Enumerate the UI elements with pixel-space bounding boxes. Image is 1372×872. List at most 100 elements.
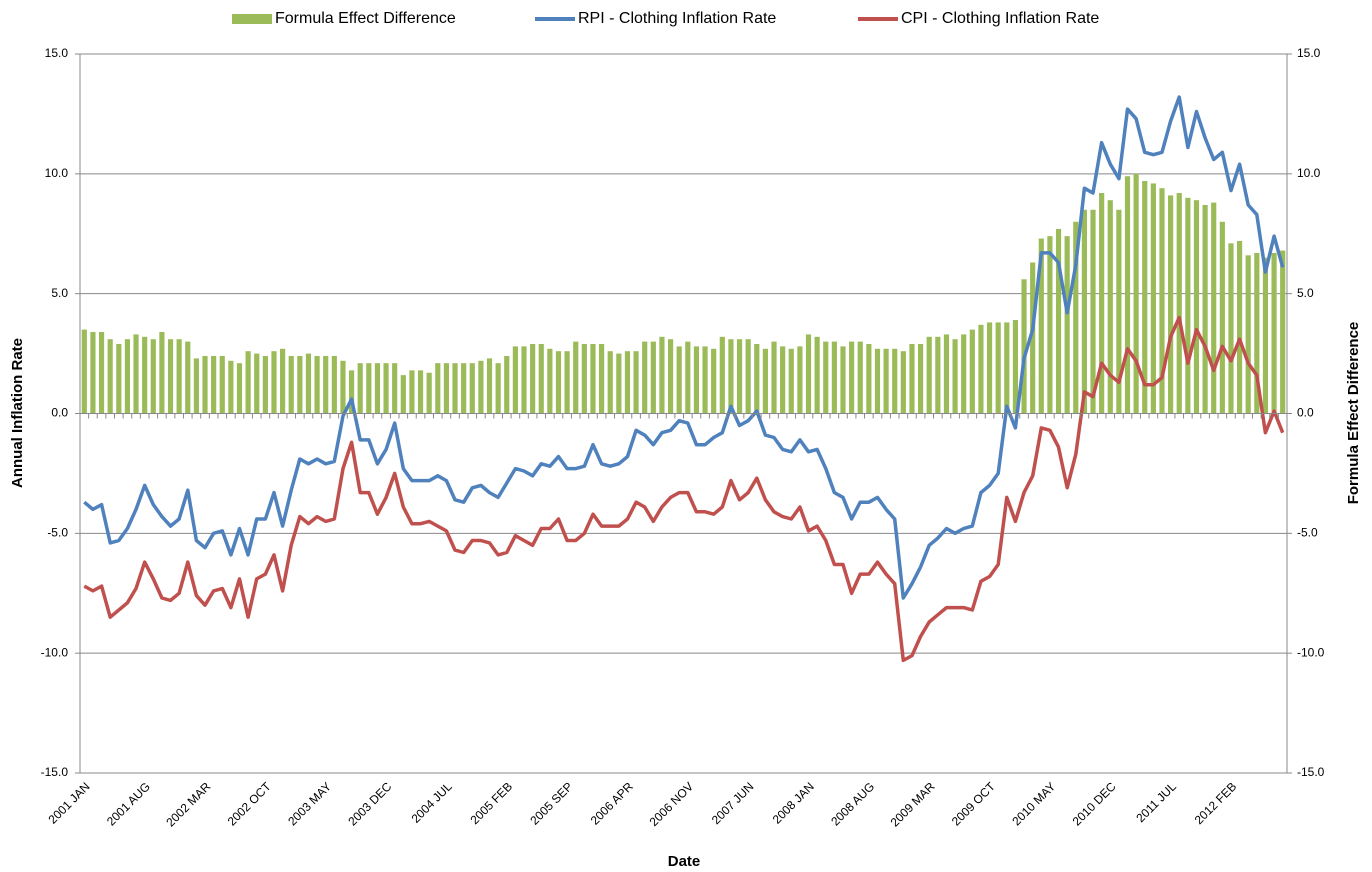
legend-label: Formula Effect Difference <box>275 10 456 27</box>
bar <box>116 343 122 414</box>
bar <box>978 324 984 414</box>
legend-label: CPI - Clothing Inflation Rate <box>901 10 1099 27</box>
y2-tick-label: -5.0 <box>1297 526 1318 540</box>
bar <box>1107 200 1113 414</box>
bar <box>840 346 846 414</box>
bar <box>236 363 243 414</box>
bar <box>900 351 906 414</box>
bar <box>1090 209 1096 414</box>
x-tick-label: 2009 OCT <box>949 779 999 829</box>
bar <box>1099 193 1105 414</box>
bar <box>340 360 346 414</box>
bar <box>280 348 286 414</box>
bar <box>935 336 941 414</box>
bar <box>81 329 87 414</box>
bar <box>185 341 191 414</box>
bar <box>1064 236 1070 414</box>
bar <box>262 355 268 414</box>
bar <box>271 351 277 414</box>
bar <box>1159 188 1165 414</box>
bar <box>943 334 950 414</box>
bar <box>366 363 372 414</box>
bar <box>331 355 337 414</box>
bar <box>1116 209 1122 414</box>
bar <box>650 341 656 414</box>
bar <box>711 348 717 414</box>
bar <box>176 339 182 414</box>
bar <box>98 332 105 414</box>
bar <box>1262 257 1269 414</box>
bar <box>133 334 139 414</box>
bar <box>1185 197 1191 414</box>
bar <box>564 351 570 414</box>
y2-tick-label: 10.0 <box>1297 166 1321 180</box>
bar <box>245 351 251 414</box>
bar <box>435 363 441 414</box>
bar <box>805 334 812 414</box>
bar <box>1133 173 1139 414</box>
line <box>83 315 1285 663</box>
y-tick-label: -15.0 <box>41 765 69 779</box>
bar <box>219 355 225 414</box>
bar <box>348 370 355 414</box>
x-tick-label: 2008 JAN <box>770 779 817 826</box>
line <box>83 95 1285 600</box>
y-tick-label: -10.0 <box>41 645 69 659</box>
bar <box>469 363 475 414</box>
x-tick-label: 2002 OCT <box>225 779 275 829</box>
bar <box>1236 240 1243 414</box>
bar <box>1280 250 1286 414</box>
bar <box>1254 252 1260 414</box>
x-tick-label: 2002 MAR <box>163 779 213 829</box>
bar <box>521 346 527 414</box>
bar <box>1271 252 1277 414</box>
bar <box>1004 322 1010 414</box>
x-tick-label: 2001 JAN <box>46 779 93 826</box>
bar <box>667 339 674 414</box>
bar <box>443 363 449 414</box>
bar <box>555 351 562 414</box>
bar <box>909 343 915 414</box>
bar <box>607 351 613 414</box>
bar <box>512 346 518 414</box>
bar <box>547 348 553 414</box>
bar <box>728 339 734 414</box>
bar <box>1055 228 1062 414</box>
bar <box>202 355 208 414</box>
bar <box>642 341 648 414</box>
bar <box>1081 209 1087 414</box>
bar <box>228 360 234 414</box>
y-tick-label: -5.0 <box>47 526 68 540</box>
bar <box>823 341 829 414</box>
y2-tick-label: 15.0 <box>1297 46 1321 60</box>
bar <box>400 375 406 414</box>
bar <box>693 346 700 414</box>
y2-tick-label: 5.0 <box>1297 286 1314 300</box>
bar <box>142 336 148 414</box>
bar <box>676 346 682 414</box>
x-tick-label: 2010 DEC <box>1070 779 1119 828</box>
bar <box>874 348 881 414</box>
x-tick-label: 2007 JUN <box>709 779 757 827</box>
bar <box>314 355 320 414</box>
bar <box>1168 195 1174 414</box>
bar <box>702 346 708 414</box>
bar <box>452 363 458 414</box>
y-tick-label: 15.0 <box>45 46 69 60</box>
bar <box>986 322 993 414</box>
bar <box>297 355 303 414</box>
bar <box>1176 193 1182 414</box>
bar <box>883 348 889 414</box>
y2-tick-label: -10.0 <box>1297 645 1325 659</box>
bar <box>426 372 432 414</box>
bar <box>417 370 424 414</box>
bar <box>762 348 768 414</box>
bar <box>1038 238 1044 414</box>
bar <box>90 332 96 414</box>
y2-tick-label: 0.0 <box>1297 406 1314 420</box>
y-tick-label: 0.0 <box>51 406 68 420</box>
x-tick-label: 2011 JUL <box>1133 779 1179 825</box>
x-tick-label: 2005 SEP <box>527 779 575 827</box>
bar <box>857 341 863 414</box>
